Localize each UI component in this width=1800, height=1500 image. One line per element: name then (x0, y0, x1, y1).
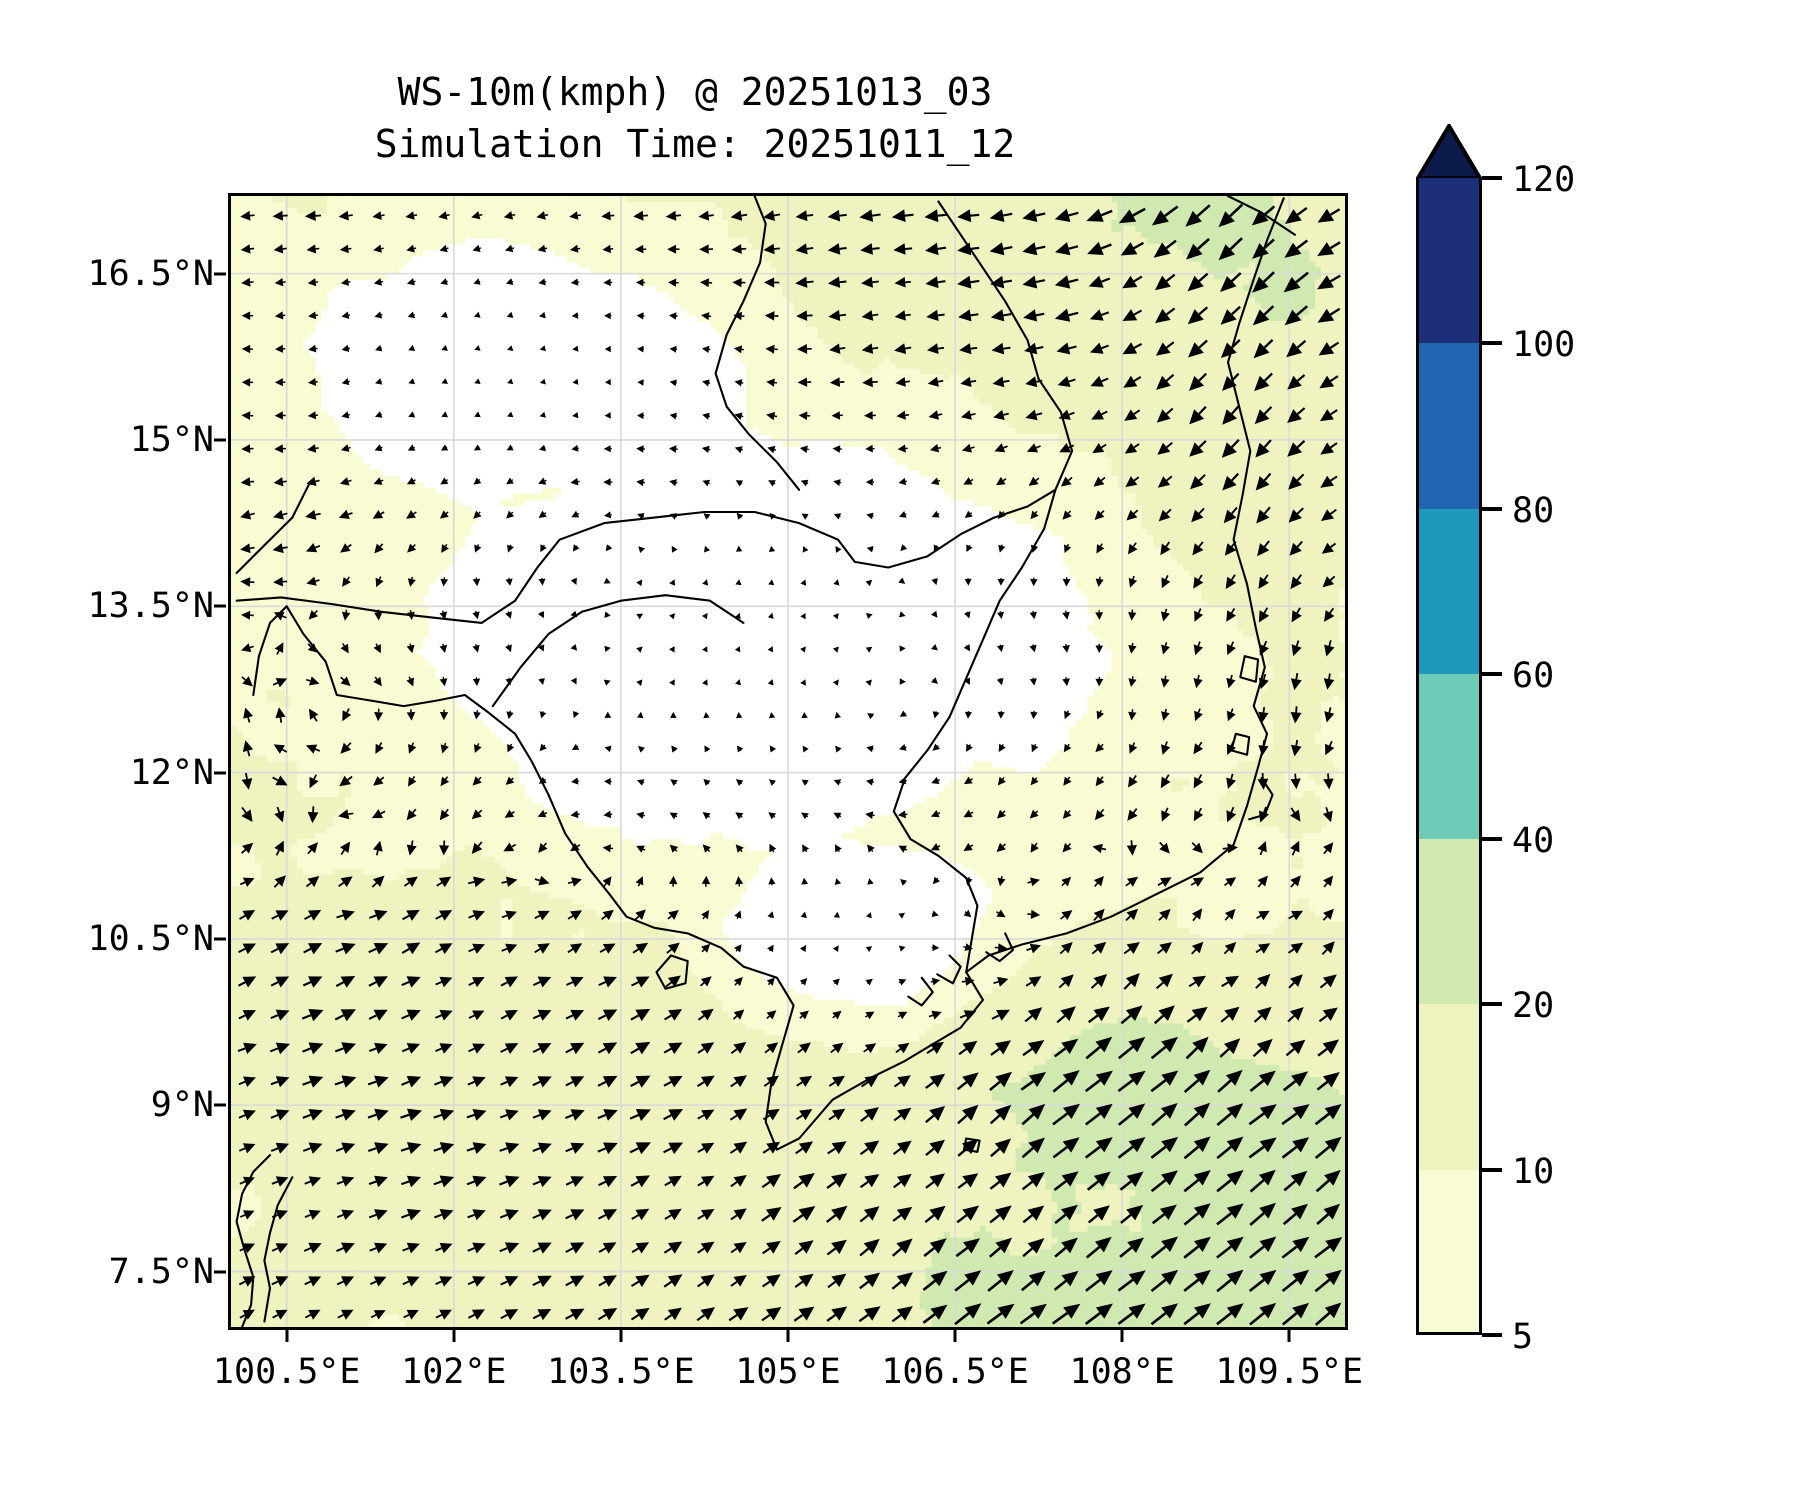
colorbar-segment (1416, 508, 1482, 674)
y-tick-label: 13.5°N (88, 586, 214, 626)
x-tick-label: 103.5°E (547, 1352, 695, 1392)
y-tick-mark (214, 272, 226, 276)
x-tick-mark (452, 1330, 456, 1342)
y-tick-label: 7.5°N (109, 1252, 214, 1292)
x-tick-mark (619, 1330, 623, 1342)
y-tick-mark (214, 1270, 226, 1274)
coastline-layer (235, 196, 1296, 1327)
map-canvas (231, 196, 1345, 1327)
colorbar-segment (1416, 178, 1482, 344)
y-tick-label: 12°N (130, 753, 214, 793)
chart-title-line-2: Simulation Time: 20251011_12 (0, 118, 1390, 170)
wind-vector-layer (237, 203, 1343, 1326)
colorbar-tick-label: 10 (1512, 1152, 1554, 1192)
x-tick-label: 108°E (1070, 1352, 1175, 1392)
colorbar-tick-label: 20 (1512, 986, 1554, 1026)
colorbar-segment (1416, 1004, 1482, 1170)
colorbar-frame (1416, 178, 1482, 1335)
colorbar-tick-mark (1482, 671, 1502, 676)
colorbar-tick-mark (1482, 176, 1502, 180)
x-tick-label: 100.5°E (213, 1352, 361, 1392)
y-tick-mark (214, 438, 226, 442)
map-plot-area (228, 193, 1348, 1330)
map-gridlines (231, 196, 1345, 1327)
colorbar-segment (1416, 839, 1482, 1005)
x-axis-tick-labels: 100.5°E 102°E 103.5°E 105°E 106.5°E 108°E 109.… (213, 1330, 1363, 1410)
y-axis-tick-labels: 7.5°N 9°N 10.5°N 12°N 13.5°N 15°N 16.5°N (0, 193, 226, 1330)
colorbar-tick-mark (1482, 1167, 1502, 1172)
colorbar-segment (1416, 1169, 1482, 1335)
colorbar-tick-label: 40 (1512, 821, 1554, 861)
y-tick-mark (214, 604, 226, 608)
y-tick-label: 16.5°N (88, 254, 214, 294)
colorbar-extend-arrow (1416, 124, 1482, 180)
colorbar-tick-mark (1482, 341, 1502, 346)
x-tick-mark (285, 1330, 289, 1342)
colorbar-tick-label: 80 (1512, 491, 1554, 531)
x-tick-label: 106.5°E (881, 1352, 1029, 1392)
x-tick-label: 105°E (735, 1352, 840, 1392)
y-tick-mark (214, 771, 226, 775)
colorbar-tick-mark (1482, 1333, 1502, 1337)
x-tick-label: 109.5°E (1216, 1352, 1364, 1392)
x-tick-mark (1120, 1330, 1124, 1342)
colorbar-tick-mark (1482, 1002, 1502, 1007)
x-tick-mark (1287, 1330, 1291, 1342)
y-tick-label: 10.5°N (88, 919, 214, 959)
colorbar-tick-mark (1482, 837, 1502, 842)
windspeed-shading (231, 196, 1345, 1327)
x-tick-mark (786, 1330, 790, 1342)
colorbar-tick-label: 60 (1512, 656, 1554, 696)
colorbar-segment (1416, 673, 1482, 840)
y-tick-mark (214, 1103, 226, 1107)
colorbar (1416, 178, 1482, 1335)
chart-title-block: WS-10m(kmph) @ 20251013_03 Simulation Ti… (0, 66, 1390, 170)
colorbar-tick-label: 100 (1512, 325, 1575, 365)
x-tick-mark (953, 1330, 957, 1342)
colorbar-tick-label: 5 (1512, 1317, 1533, 1357)
colorbar-segment (1416, 343, 1482, 509)
x-tick-label: 102°E (401, 1352, 506, 1392)
y-tick-mark (214, 937, 226, 941)
chart-title-line-1: WS-10m(kmph) @ 20251013_03 (0, 66, 1390, 118)
colorbar-tick-mark (1482, 506, 1502, 511)
y-tick-label: 15°N (130, 420, 214, 460)
colorbar-tick-label: 120 (1512, 160, 1575, 200)
y-tick-label: 9°N (151, 1085, 214, 1125)
